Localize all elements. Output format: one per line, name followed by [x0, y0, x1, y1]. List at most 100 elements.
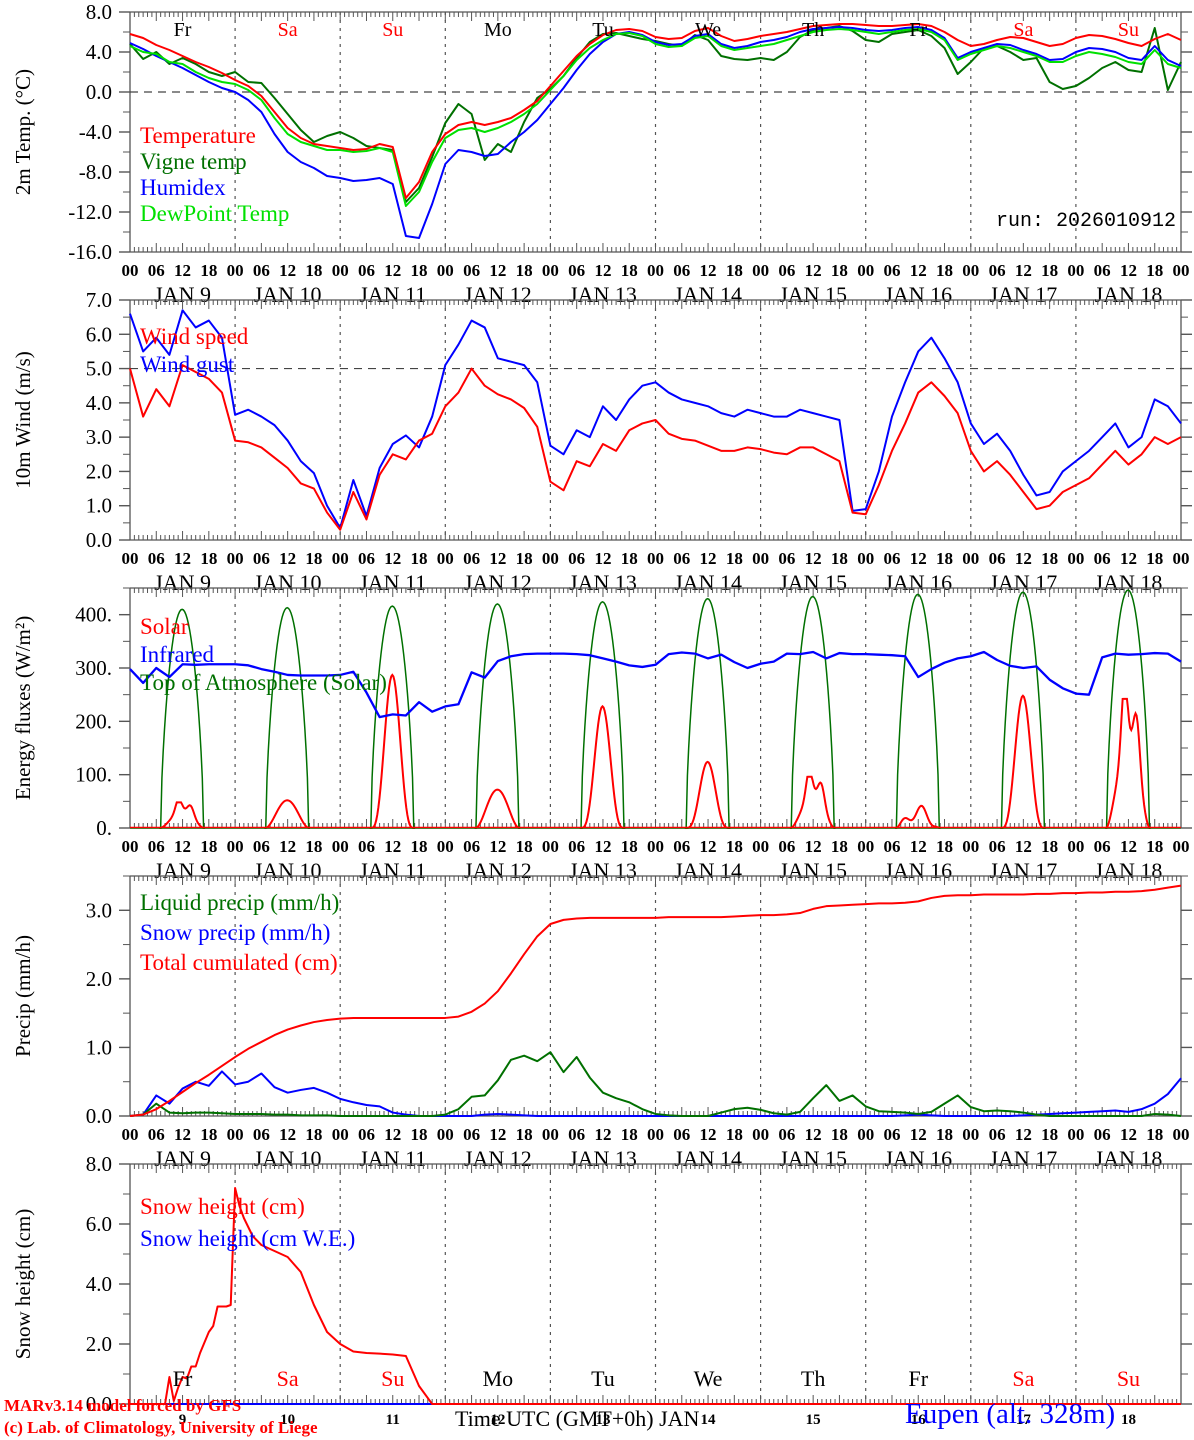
hour-tick-label: 18 [411, 1125, 428, 1144]
series-line-solar [264, 799, 310, 829]
series-line [129, 884, 1182, 1117]
hour-tick-label: 18 [621, 549, 638, 568]
y-tick-label: 6.0 [86, 1212, 112, 1236]
hour-tick-label: 00 [1067, 261, 1084, 280]
hour-tick-label: 00 [122, 837, 139, 856]
panel-precip: 0.0 1.0 2.0 3.0 Precip (mm/h) 00 06 12 18 00 06 12 1… [0, 864, 1194, 1171]
hour-tick-label: 18 [305, 261, 322, 280]
hour-tick-label: 00 [1173, 837, 1190, 856]
legend-label: Infrared [140, 642, 215, 667]
weekday-label: Sa [1013, 19, 1033, 41]
series-line-solar [789, 775, 836, 829]
hour-tick-label: 18 [1041, 1125, 1058, 1144]
hour-tick-label: 06 [778, 837, 795, 856]
hour-tick-label: 12 [1015, 549, 1032, 568]
series-line [130, 1187, 1181, 1405]
y-tick-label: 8.0 [86, 0, 112, 24]
hour-tick-label: 00 [962, 1125, 979, 1144]
series-line-solar [1000, 694, 1046, 829]
hour-tick-label: 00 [647, 261, 664, 280]
y-tick-label: 2.0 [86, 967, 112, 991]
series-line-toa [789, 595, 836, 829]
hour-tick-label: 00 [647, 1125, 664, 1144]
hour-tick-label: 00 [437, 837, 454, 856]
hour-tick-label: 06 [1094, 549, 1111, 568]
y-axis-title: Energy fluxes (W/m²) [11, 616, 35, 800]
weekday-label: We [695, 19, 721, 41]
weekday-label: Th [802, 19, 824, 41]
location-label: Eupen (alt. 328m) [905, 1398, 1116, 1430]
hour-tick-label: 18 [1041, 261, 1058, 280]
hour-tick-label: 12 [384, 837, 401, 856]
hour-tick-label: 18 [936, 837, 953, 856]
legend-label: Top of Atmosphere (Solar) [140, 670, 387, 695]
hour-tick-label: 18 [936, 1125, 953, 1144]
hour-tick-label: 12 [384, 261, 401, 280]
day-number-label: 18 [1121, 1412, 1136, 1428]
hour-tick-label: 06 [358, 837, 375, 856]
legend-label: Wind speed [140, 324, 249, 349]
hour-tick-label: 06 [673, 261, 690, 280]
hour-tick-label: 12 [279, 1125, 296, 1144]
hour-tick-label: 12 [489, 549, 506, 568]
series-line-solar [369, 673, 416, 829]
hour-tick-label: 18 [200, 261, 217, 280]
hour-tick-label: 12 [1015, 837, 1032, 856]
y-tick-label: 3.0 [86, 425, 112, 449]
hour-tick-label: 06 [568, 261, 585, 280]
weekday-label: Su [1118, 19, 1139, 41]
hour-tick-label: 06 [568, 1125, 585, 1144]
weekday-label: Sa [278, 19, 298, 41]
y-axis-title: 2m Temp. (°C) [11, 69, 35, 195]
weekday-label: Fr [908, 1366, 928, 1391]
hour-tick-label: 06 [463, 837, 480, 856]
panel-energy-fluxes: 0. 100. 200. 300. 400. Energy fluxes (W/m²) 00… [0, 576, 1194, 883]
hour-tick-label: 18 [411, 261, 428, 280]
legend-label: Humidex [140, 175, 226, 200]
hour-tick-label: 18 [305, 549, 322, 568]
hour-tick-label: 18 [831, 261, 848, 280]
hour-tick-label: 12 [805, 261, 822, 280]
series-line-toa [369, 605, 416, 829]
hour-tick-label: 00 [1173, 261, 1190, 280]
hour-tick-label: 00 [962, 549, 979, 568]
weekday-label: We [694, 1366, 723, 1391]
hour-tick-label: 18 [726, 1125, 743, 1144]
series-line-toa [159, 608, 205, 829]
hour-tick-label: 18 [200, 837, 217, 856]
hour-tick-label: 12 [1120, 549, 1137, 568]
hour-tick-label: 18 [1041, 837, 1058, 856]
hour-tick-label: 12 [174, 837, 191, 856]
hour-tick-label: 00 [1173, 549, 1190, 568]
hour-tick-label: 00 [332, 261, 349, 280]
series-line [129, 309, 1182, 529]
hour-tick-label: 12 [279, 261, 296, 280]
hour-tick-label: 06 [989, 261, 1006, 280]
hour-tick-label: 12 [700, 261, 717, 280]
legend-label: Snow height (cm) [140, 1194, 305, 1219]
series-line-toa [264, 606, 310, 829]
hour-tick-label: 12 [279, 837, 296, 856]
hour-tick-label: 00 [227, 1125, 244, 1144]
hour-tick-label: 18 [1146, 837, 1163, 856]
hour-tick-label: 06 [148, 1125, 165, 1144]
run-label: run: 2026010912 [996, 210, 1176, 233]
hour-tick-label: 06 [568, 549, 585, 568]
hour-tick-label: 18 [305, 1125, 322, 1144]
hour-tick-label: 12 [700, 1125, 717, 1144]
hour-tick-label: 18 [831, 1125, 848, 1144]
y-tick-label: 8.0 [86, 1152, 112, 1176]
hour-tick-label: 00 [542, 1125, 559, 1144]
weekday-label: Su [382, 19, 403, 41]
legend-label: Snow height (cm W.E.) [140, 1226, 355, 1251]
y-tick-label: -16.0 [68, 240, 112, 264]
hour-tick-label: 00 [962, 837, 979, 856]
hour-tick-label: 00 [752, 1125, 769, 1144]
hour-tick-label: 06 [778, 549, 795, 568]
legend-label: Solar [140, 614, 189, 639]
hour-tick-label: 00 [752, 549, 769, 568]
hour-tick-label: 18 [411, 549, 428, 568]
hour-tick-label: 06 [989, 549, 1006, 568]
hour-tick-label: 18 [1041, 549, 1058, 568]
weekday-label: Mo [484, 19, 512, 41]
